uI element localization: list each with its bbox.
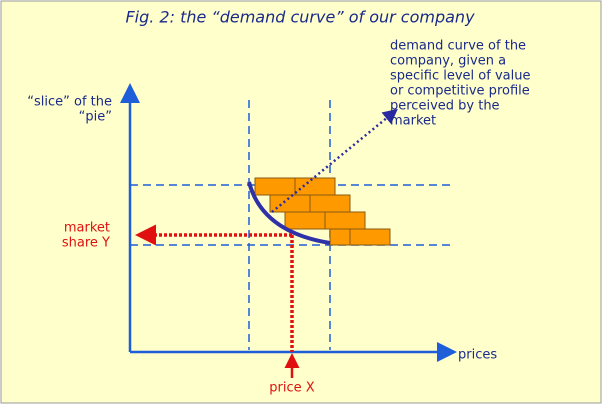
annotation-line: perceived by the bbox=[390, 99, 500, 114]
demand-curve bbox=[247, 181, 331, 245]
y-axis-label: “slice” of the bbox=[27, 95, 112, 110]
price-label: price X bbox=[269, 381, 314, 396]
annotation-line: market bbox=[390, 114, 436, 129]
share-label: market bbox=[64, 221, 110, 236]
bricks bbox=[254, 177, 391, 246]
annotation-pointer bbox=[271, 108, 398, 213]
annotation-line: or competitive profile bbox=[390, 84, 530, 99]
annotation-line: company, given a bbox=[390, 54, 506, 69]
annotation: demand curve of the company, given a spe… bbox=[390, 39, 530, 129]
title: Fig. 2: the “demand curve” of our compan… bbox=[125, 8, 475, 27]
annotation-line: demand curve of the bbox=[390, 39, 526, 54]
share-label: share Y bbox=[62, 236, 110, 251]
annotation-line: specific level of value bbox=[390, 69, 530, 84]
y-axis-label: “pie” bbox=[79, 110, 112, 125]
x-axis-label: prices bbox=[458, 348, 497, 363]
